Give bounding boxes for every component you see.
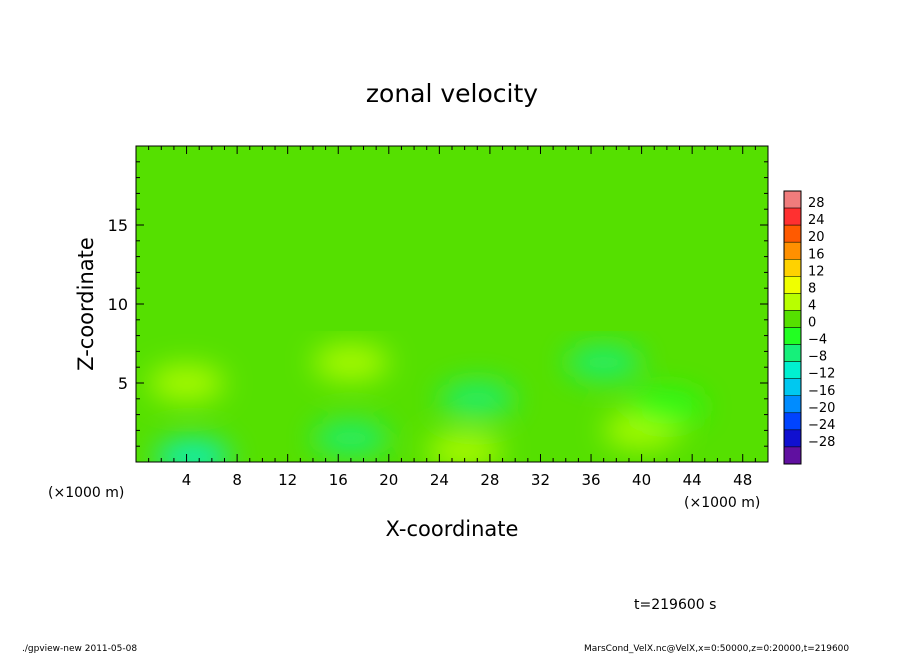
- colorbar-label: 28: [808, 196, 825, 211]
- colorbar-label: 12: [808, 264, 825, 279]
- colorbar-swatch: [783, 327, 802, 345]
- footer-right: MarsCond_VelX.nc@VelX,x=0:50000,z=0:2000…: [584, 644, 849, 654]
- x-tick-label: 20: [379, 471, 398, 489]
- colorbar-swatch: [783, 190, 802, 209]
- field-feature: [148, 365, 225, 401]
- field-feature: [312, 420, 389, 457]
- field-feature: [312, 344, 389, 381]
- field-feature: [439, 380, 516, 417]
- x-tick-label: 4: [182, 471, 192, 489]
- colorbar-label: 8: [808, 281, 816, 296]
- footer-left: ./gpview-new 2011-05-08: [22, 644, 137, 654]
- colorbar-swatch: [783, 241, 802, 260]
- x-tick-label: 44: [683, 471, 702, 489]
- colorbar-label: −16: [808, 384, 835, 399]
- field-feature: [565, 344, 642, 381]
- colorbar-swatch: [783, 276, 802, 294]
- colorbar-swatch: [783, 429, 802, 448]
- colorbar-swatch: [783, 446, 802, 465]
- colorbar-swatch: [783, 207, 802, 226]
- colorbar-label: −12: [808, 367, 835, 382]
- colorbar-frame: [783, 190, 802, 465]
- plot-area: [136, 146, 768, 462]
- colorbar-label: 16: [808, 247, 825, 262]
- x-tick-label: 36: [581, 471, 600, 489]
- colorbar-swatch: [783, 361, 802, 379]
- colorbar: 28 24 20 16 12 8 4 0 −4 −8 −12 −16 −20 −24 −28: [783, 190, 835, 465]
- x-tick-label: 28: [480, 471, 499, 489]
- colorbar-label: −8: [808, 350, 827, 365]
- field-feature: [628, 388, 705, 425]
- colorbar-label: −20: [808, 401, 835, 416]
- field-feature: [154, 439, 231, 462]
- x-tick-label: 40: [632, 471, 651, 489]
- y-tick-label: 15: [108, 216, 128, 235]
- y-tick-label: 10: [108, 295, 128, 314]
- x-axis-label: X-coordinate: [386, 517, 519, 541]
- colorbar-swatch: [783, 412, 802, 431]
- colorbar-swatch: [783, 259, 802, 277]
- x-tick-label: 16: [329, 471, 348, 489]
- colorbar-label: 24: [808, 213, 825, 228]
- colorbar-swatch: [783, 224, 802, 243]
- colorbar-label: −28: [808, 435, 835, 450]
- colorbar-label: 4: [808, 298, 816, 313]
- colorbar-swatch: [783, 310, 802, 328]
- velocity-field: [148, 344, 705, 462]
- colorbar-label: 0: [808, 316, 816, 331]
- colorbar-swatch: [783, 344, 802, 362]
- x-axis-unit-right: (×1000 m): [684, 495, 760, 511]
- colorbar-swatch: [783, 395, 802, 414]
- y-tick-label: 5: [118, 374, 128, 393]
- colorbar-label: −24: [808, 418, 835, 433]
- x-tick-label: 8: [232, 471, 242, 489]
- y-axis-label: Z-coordinate: [74, 237, 98, 371]
- field-feature: [426, 432, 503, 462]
- x-tick-label: 24: [430, 471, 449, 489]
- time-label: t=219600 s: [634, 597, 716, 613]
- x-tick-label: 12: [278, 471, 297, 489]
- x-tick-label: 32: [531, 471, 550, 489]
- chart-title: zonal velocity: [366, 79, 538, 108]
- x-tick-label: 48: [733, 471, 752, 489]
- colorbar-swatch: [783, 293, 802, 311]
- colorbar-swatch: [783, 378, 802, 396]
- colorbar-label: 20: [808, 230, 825, 245]
- x-axis-unit-left: (×1000 m): [48, 485, 124, 501]
- colorbar-label: −4: [808, 333, 827, 348]
